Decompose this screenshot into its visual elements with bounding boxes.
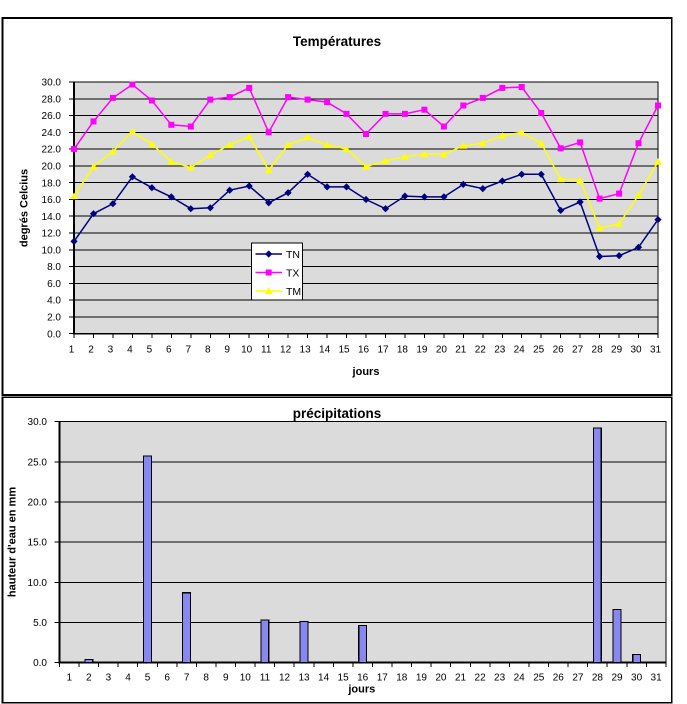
svg-text:13: 13 [300, 344, 312, 355]
svg-text:28: 28 [592, 673, 604, 684]
svg-text:30.0: 30.0 [42, 78, 62, 89]
svg-text:14: 14 [319, 344, 331, 355]
svg-text:15.0: 15.0 [28, 538, 48, 549]
svg-text:1: 1 [67, 673, 73, 684]
svg-text:10.0: 10.0 [28, 578, 48, 589]
svg-text:30: 30 [631, 673, 643, 684]
svg-text:3: 3 [106, 673, 112, 684]
svg-text:5.0: 5.0 [33, 618, 47, 629]
svg-text:5: 5 [145, 673, 151, 684]
svg-text:5: 5 [147, 344, 153, 355]
svg-text:0.0: 0.0 [33, 658, 47, 669]
svg-text:15: 15 [338, 344, 350, 355]
svg-text:20: 20 [435, 673, 447, 684]
svg-text:20.0: 20.0 [42, 162, 62, 173]
svg-text:25: 25 [533, 673, 545, 684]
svg-text:28: 28 [592, 344, 604, 355]
svg-text:TN: TN [286, 249, 300, 261]
svg-text:16: 16 [358, 344, 370, 355]
svg-text:7: 7 [186, 344, 192, 355]
svg-text:20: 20 [436, 344, 448, 355]
svg-text:26.0: 26.0 [42, 111, 62, 122]
svg-text:2: 2 [88, 344, 94, 355]
svg-text:8.0: 8.0 [47, 262, 61, 273]
svg-text:hauteur d'eau en mm: hauteur d'eau en mm [7, 487, 19, 597]
svg-text:8: 8 [205, 344, 211, 355]
svg-text:26: 26 [553, 673, 565, 684]
svg-text:23: 23 [494, 673, 506, 684]
svg-text:28.0: 28.0 [42, 94, 62, 105]
svg-text:précipitations: précipitations [293, 406, 382, 421]
svg-text:23: 23 [494, 344, 506, 355]
svg-text:18.0: 18.0 [42, 178, 62, 189]
svg-text:6: 6 [164, 673, 170, 684]
svg-text:6: 6 [166, 344, 172, 355]
svg-text:17: 17 [377, 344, 389, 355]
svg-text:12: 12 [280, 344, 292, 355]
svg-text:7: 7 [184, 673, 190, 684]
svg-text:18: 18 [397, 344, 409, 355]
svg-text:29: 29 [611, 344, 623, 355]
svg-text:27: 27 [572, 673, 584, 684]
svg-text:22.0: 22.0 [42, 145, 62, 156]
svg-text:Températures: Températures [293, 34, 381, 49]
svg-text:15: 15 [338, 673, 350, 684]
svg-text:29: 29 [611, 673, 623, 684]
svg-text:24: 24 [514, 344, 526, 355]
svg-text:31: 31 [651, 673, 663, 684]
svg-text:0.0: 0.0 [47, 329, 61, 340]
svg-text:1: 1 [69, 344, 75, 355]
svg-text:4: 4 [127, 344, 133, 355]
svg-text:18: 18 [396, 673, 408, 684]
svg-text:24: 24 [514, 673, 526, 684]
svg-text:16.0: 16.0 [42, 195, 62, 206]
svg-text:30: 30 [630, 344, 642, 355]
svg-text:30.0: 30.0 [28, 417, 48, 428]
svg-text:10: 10 [240, 673, 252, 684]
svg-text:17: 17 [377, 673, 389, 684]
svg-text:22: 22 [475, 344, 487, 355]
svg-text:10.0: 10.0 [42, 245, 62, 256]
svg-text:11: 11 [260, 673, 271, 684]
svg-text:14: 14 [318, 673, 330, 684]
svg-text:31: 31 [650, 344, 662, 355]
svg-text:9: 9 [224, 344, 230, 355]
svg-text:TX: TX [286, 267, 299, 279]
svg-text:19: 19 [416, 344, 428, 355]
svg-text:27: 27 [572, 344, 584, 355]
svg-text:22: 22 [475, 673, 487, 684]
svg-text:26: 26 [553, 344, 565, 355]
svg-text:13: 13 [298, 673, 310, 684]
svg-text:25.0: 25.0 [28, 457, 48, 468]
svg-text:12: 12 [279, 673, 291, 684]
svg-text:degrés Celcius: degrés Celcius [19, 169, 31, 247]
svg-text:4: 4 [125, 673, 131, 684]
svg-text:21: 21 [455, 344, 467, 355]
svg-text:jours: jours [352, 366, 380, 378]
svg-text:16: 16 [357, 673, 369, 684]
svg-text:11: 11 [261, 344, 272, 355]
svg-text:8: 8 [203, 673, 209, 684]
svg-text:9: 9 [223, 673, 229, 684]
svg-text:TM: TM [286, 286, 301, 298]
svg-text:jours: jours [347, 683, 375, 695]
svg-text:25: 25 [533, 344, 545, 355]
svg-text:20.0: 20.0 [28, 498, 48, 509]
svg-text:10: 10 [241, 344, 253, 355]
svg-text:21: 21 [455, 673, 467, 684]
svg-text:6.0: 6.0 [47, 279, 61, 290]
svg-text:14.0: 14.0 [42, 212, 62, 223]
svg-text:2: 2 [86, 673, 92, 684]
svg-text:12.0: 12.0 [42, 229, 62, 240]
svg-text:19: 19 [416, 673, 428, 684]
svg-text:2.0: 2.0 [47, 313, 61, 324]
svg-text:4.0: 4.0 [47, 296, 61, 307]
svg-text:24.0: 24.0 [42, 128, 62, 139]
svg-text:3: 3 [108, 344, 114, 355]
